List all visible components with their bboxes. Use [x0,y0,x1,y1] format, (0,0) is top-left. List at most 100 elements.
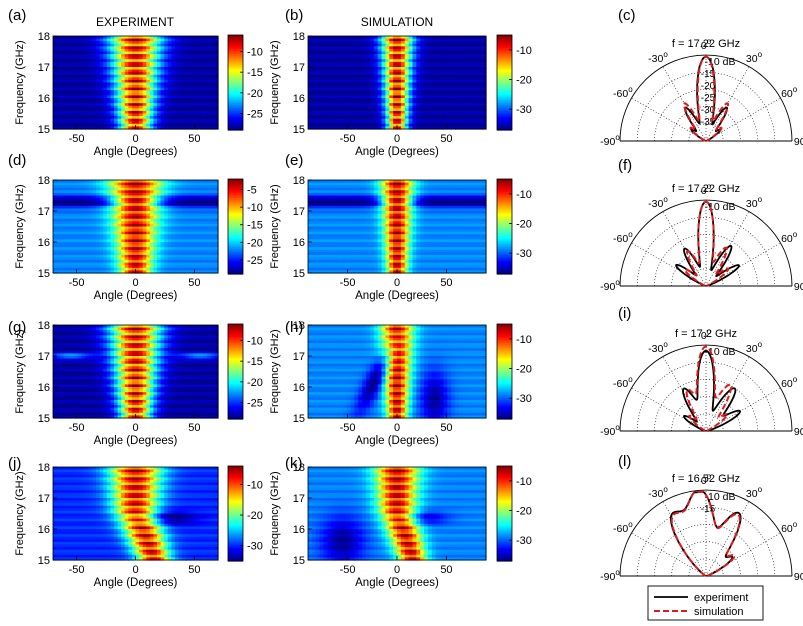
heatmap-cell [135,69,140,73]
heatmap-cell [149,51,155,55]
heatmap-cell [160,56,165,60]
heatmap-cell [106,41,111,45]
heatmap-cell [56,74,61,78]
heatmap-cell [200,38,205,42]
heatmap-cell [167,69,172,73]
heatmap-cell [56,61,61,66]
heatmap-cell [70,43,76,47]
heatmap-cell [121,48,126,53]
heatmap-cell [157,82,162,86]
heatmap-cell [74,48,79,53]
heatmap-cell [128,41,133,45]
heatmap-cell [157,77,162,81]
heatmap-cell [182,90,187,94]
heatmap-cell [174,87,180,91]
heatmap-cell [63,46,68,50]
heatmap-cell [157,90,162,94]
heatmap-cell [185,90,190,94]
heatmap-cell [96,87,101,91]
heatmap-cell [167,36,172,40]
heatmap-cell [85,74,90,78]
heatmap-cell [117,77,122,81]
heatmap-cell [117,87,122,91]
heatmap-cell [146,79,151,84]
heatmap-cell [131,69,137,73]
heatmap-cell [196,82,201,86]
heatmap-cell [167,74,172,78]
heatmap-cell [200,51,205,55]
heatmap-cell [121,54,126,58]
heatmap-cell [110,85,115,89]
heatmap-cell [128,61,133,66]
heatmap-cell [121,69,126,73]
heatmap-cell [174,90,180,94]
heatmap-cell [110,38,115,42]
heatmap-cell [185,82,190,86]
heatmap-cell [203,59,208,63]
heatmap-cell [178,56,183,60]
heatmap-cell [131,90,137,94]
heatmap-cell [70,51,76,55]
heatmap-cell [67,85,72,89]
heatmap-cell [167,54,172,58]
heatmap-cell [185,74,190,78]
heatmap-cell [200,41,205,45]
heatmap-cell [67,46,72,50]
heatmap-cell [203,54,208,58]
heatmap-cell [171,59,176,63]
heatmap-cell [157,79,162,84]
heatmap-cell [67,67,72,71]
heatmap-cell [142,51,147,55]
heatmap-cell [128,74,133,78]
heatmap-cell [106,56,111,60]
heatmap-cell [164,85,169,89]
heatmap-cell [131,82,137,86]
heatmap-cell [196,48,201,53]
heatmap-cell [60,46,65,50]
heatmap-cell [56,36,61,40]
heatmap-cell [117,67,122,71]
heatmap-cell [178,82,183,86]
heatmap-cell [171,64,176,68]
heatmap-cell [96,36,101,40]
heatmap-cell [56,82,61,86]
heatmap-cell [63,77,68,81]
heatmap-cell [117,82,122,86]
heatmap-cell [203,36,208,40]
heatmap-cell [203,41,208,45]
heatmap-cell [96,59,101,63]
heatmap-cell [103,87,108,91]
heatmap-cell [67,36,72,40]
heatmap-cell [210,51,216,55]
heatmap-cell [157,51,162,55]
heatmap-cell [142,90,147,94]
heatmap-cell [164,38,169,42]
heatmap-cell [210,43,216,47]
heatmap-cell [164,87,169,91]
heatmap-cell [56,46,61,50]
heatmap-cell [63,54,68,58]
heatmap-cell [63,56,68,60]
heatmap-cell [157,87,162,91]
heatmap-cell [178,79,183,84]
heatmap-cell [88,74,94,78]
heatmap-cell [167,46,172,50]
heatmap-cell [74,54,79,58]
heatmap-cell [153,64,158,68]
heatmap-cell [88,77,94,81]
heatmap-cell [178,72,183,76]
heatmap-cell [200,72,205,76]
heatmap-cell [149,64,155,68]
heatmap-cell [96,69,101,73]
heatmap-cell [92,90,97,94]
heatmap-cell [157,38,162,42]
heatmap-cell [135,87,140,91]
heatmap-cell [164,72,169,76]
heatmap-cell [74,74,79,78]
heatmap-cell [110,54,115,58]
heatmap-cell [70,72,76,76]
heatmap-cell [135,74,140,78]
heatmap-cell [153,56,158,60]
heatmap-cell [192,41,198,45]
heatmap-cell [189,82,194,86]
